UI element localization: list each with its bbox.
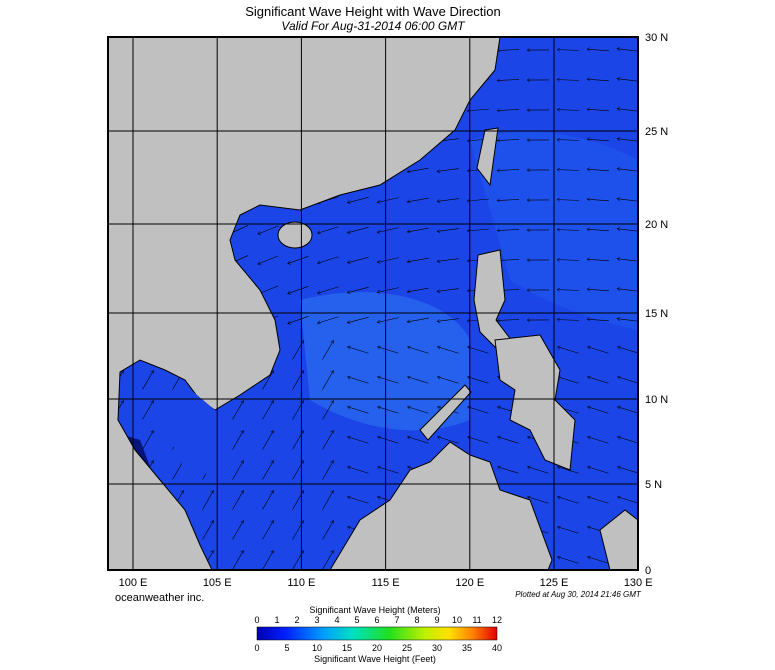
meters-tick: 5 (354, 615, 359, 625)
hainan (278, 222, 312, 248)
feet-tick: 0 (254, 643, 259, 653)
lat-label: 20 N (645, 219, 668, 231)
title: Significant Wave Height with Wave Direct… (245, 4, 501, 19)
credit: oceanweather inc. (115, 592, 204, 604)
meters-tick: 10 (452, 615, 462, 625)
subtitle: Valid For Aug-31-2014 06:00 GMT (281, 19, 466, 33)
colorbar-title-meters: Significant Wave Height (Meters) (309, 605, 440, 615)
lon-label: 105 E (203, 577, 232, 589)
meters-tick: 6 (374, 615, 379, 625)
meters-tick: 3 (314, 615, 319, 625)
feet-tick: 5 (284, 643, 289, 653)
feet-tick: 25 (402, 643, 412, 653)
lon-label: 125 E (540, 577, 569, 589)
colorbar (257, 627, 497, 640)
plotted-note: Plotted at Aug 30, 2014 21:46 GMT (515, 590, 642, 599)
colorbar-title-feet: Significant Wave Height (Feet) (314, 654, 436, 664)
meters-tick: 12 (492, 615, 502, 625)
feet-tick: 40 (492, 643, 502, 653)
feet-tick: 30 (432, 643, 442, 653)
meters-tick: 1 (274, 615, 279, 625)
meters-tick: 4 (334, 615, 339, 625)
lat-label: 15 N (645, 308, 668, 320)
lon-label: 115 E (372, 577, 400, 589)
lat-label: 30 N (645, 32, 668, 44)
lon-label: 130 E (624, 577, 653, 589)
lat-label: 5 N (645, 479, 662, 491)
meters-tick: 11 (472, 615, 481, 625)
lat-label: 25 N (645, 126, 668, 138)
lon-label: 100 E (119, 577, 148, 589)
meters-tick: 0 (254, 615, 259, 625)
lat-label: 0 (645, 565, 651, 577)
meters-tick: 8 (414, 615, 419, 625)
feet-tick: 35 (462, 643, 472, 653)
lat-label: 10 N (645, 394, 668, 406)
feet-tick: 20 (372, 643, 382, 653)
feet-tick: 15 (342, 643, 352, 653)
map (108, 37, 639, 570)
meters-tick: 7 (394, 615, 399, 625)
feet-tick: 10 (312, 643, 322, 653)
meters-tick: 9 (434, 615, 439, 625)
lon-label: 120 E (455, 577, 484, 589)
meters-tick: 2 (294, 615, 299, 625)
lon-label: 110 E (287, 577, 315, 589)
